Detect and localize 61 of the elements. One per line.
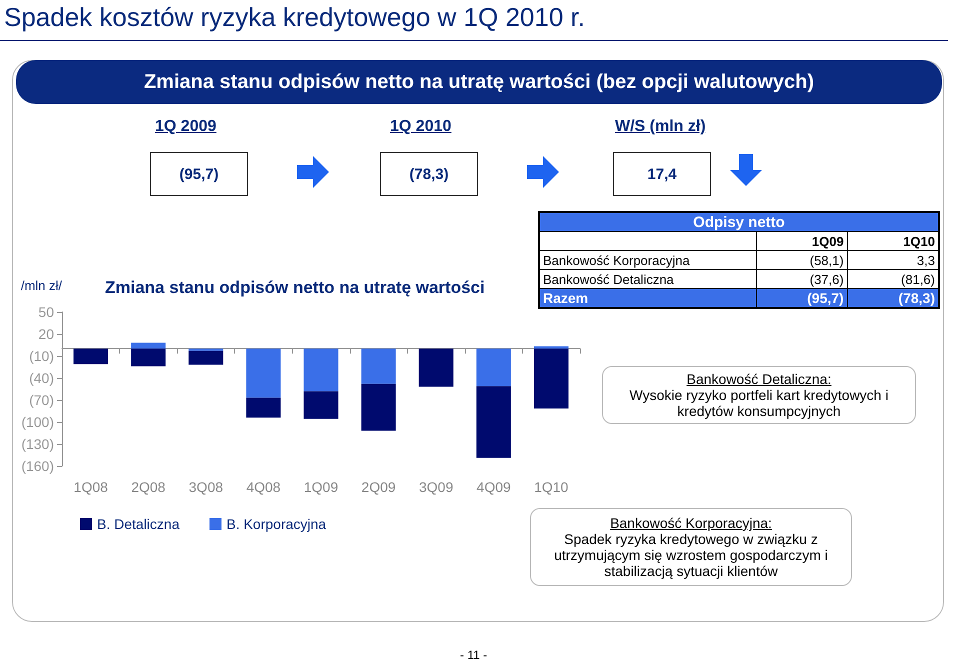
bar: [131, 342, 166, 349]
bar: [361, 348, 396, 384]
text: Odpisy netto: [539, 212, 939, 232]
x-tick-label: 4Q08: [246, 479, 281, 495]
chart-title: Zmiana stanu odpisów netto na utratę wartości: [105, 278, 485, 297]
text: (78,3): [847, 288, 939, 308]
y-tick-label: (160): [21, 458, 54, 474]
text: 17,4: [613, 152, 711, 196]
text: 1Q09: [756, 232, 848, 250]
text: Bankowość Korporacyjna:: [609, 515, 773, 531]
text: 1Q 2010: [390, 118, 452, 136]
text: Spadek kosztów ryzyka kredytowego w 1Q 2010 r.: [4, 2, 585, 33]
text: - 11 -: [460, 648, 488, 662]
bar: [534, 348, 568, 409]
y-tick-label: (40): [29, 370, 54, 386]
bar: [304, 348, 338, 392]
text: Wysokie ryzyko portfeli kart kredytowych i kredytów konsumpcyjnych: [628, 387, 890, 419]
text: 3,3: [847, 250, 939, 270]
text: (58,1): [756, 250, 848, 270]
x-tick-label: 2Q09: [361, 479, 396, 495]
legend-label: B. Korporacyjna: [226, 516, 326, 532]
x-tick-label: 1Q09: [304, 479, 338, 495]
y-tick-label: (130): [21, 436, 54, 452]
y-axis-title: /mln zł/: [20, 278, 62, 293]
bar: [246, 398, 281, 418]
text: (95,7): [150, 152, 248, 196]
text: Bankowość Detaliczna:: [686, 371, 832, 387]
text: W/S (mln zł): [615, 118, 706, 136]
bar: [476, 348, 511, 386]
text: (37,6): [756, 270, 848, 288]
text: Bankowość Korporacyjna: [539, 250, 756, 270]
bar: [418, 348, 454, 387]
bar: [188, 350, 224, 365]
bar: [131, 348, 166, 366]
bar: [246, 348, 281, 398]
bar: [476, 386, 511, 458]
text: Razem: [539, 288, 756, 308]
x-tick-label: 4Q09: [476, 479, 512, 495]
bar: [74, 348, 108, 364]
text: 1Q10: [847, 232, 939, 250]
x-tick-label: 3Q08: [188, 479, 224, 495]
x-tick-label: 1Q10: [534, 479, 569, 495]
bar: [304, 391, 338, 419]
bar: [534, 346, 568, 349]
x-tick-label: 1Q08: [74, 479, 108, 495]
text: Spadek ryzyka kredytowego w związku z utrzymującym się wzrostem gospodarczym i stabilizacją sytuacji klientów: [553, 531, 829, 579]
text: Bankowość Detaliczna: [539, 270, 756, 288]
text: Zmiana stanu odpisów netto na utratę wartości (bez opcji walutowych): [16, 60, 942, 104]
bar: [361, 384, 396, 431]
y-tick-label: (100): [21, 414, 54, 430]
y-tick-label: 20: [38, 326, 54, 342]
legend-label: B. Detaliczna: [97, 516, 180, 532]
text: (95,7): [756, 288, 848, 308]
x-tick-label: 3Q09: [418, 479, 454, 495]
text: (81,6): [847, 270, 939, 288]
y-tick-label: 50: [38, 304, 54, 320]
x-tick-label: 2Q08: [131, 479, 166, 495]
text: (78,3): [380, 152, 478, 196]
y-tick-label: (10): [29, 348, 54, 364]
y-tick-label: (70): [29, 392, 54, 408]
text: 1Q 2009: [155, 118, 216, 136]
